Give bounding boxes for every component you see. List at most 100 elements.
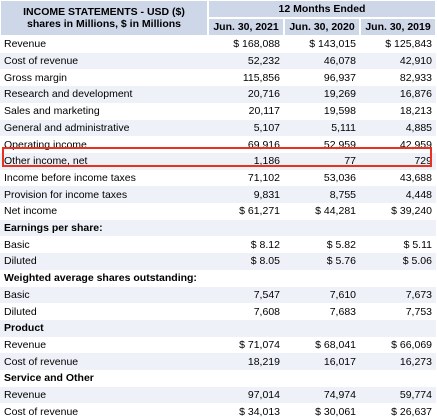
label-cell: Sales and marketing [4, 105, 100, 118]
value-cell: 7,683 [329, 305, 356, 318]
label-cell: Income before income taxes [4, 171, 136, 184]
table-row: Income before income taxes 71,102 53,036 43… [0, 170, 436, 187]
value-cell: $ 8.05 [250, 255, 280, 268]
value-cell: 20,117 [248, 105, 280, 118]
value-cell: $ 66,069 [391, 338, 432, 351]
label-cell: Gross margin [4, 71, 68, 84]
table-row: Net income $ 61,271 $ 44,281 $ 39,240 [0, 203, 436, 220]
table-row: Revenue $ 168,088 $ 143,015 $ 125,843 [0, 36, 436, 53]
value-cell: 46,078 [323, 55, 356, 68]
table-row: Revenue $ 71,074 $ 68,041 $ 66,069 [0, 337, 436, 354]
value-cell: 77 [344, 155, 356, 168]
label-cell: Earnings per share: [4, 222, 103, 235]
value-cell: $ 44,281 [315, 205, 356, 218]
value-cell: $ 5.11 [403, 238, 432, 251]
value-cell: 74,974 [323, 389, 356, 402]
value-cell: $ 34,013 [239, 405, 280, 418]
label-cell: Diluted [4, 305, 37, 318]
value-cell: 7,608 [253, 305, 280, 318]
value-cell: 18,219 [247, 355, 280, 368]
label-cell: Product [4, 322, 44, 335]
highlight-box [2, 147, 432, 167]
value-cell: 97,014 [247, 389, 280, 402]
value-cell: 52,232 [247, 55, 280, 68]
value-cell: 16,876 [399, 88, 432, 101]
value-cell: 19,598 [323, 105, 356, 118]
value-cell: $ 26,637 [391, 405, 432, 418]
value-cell: 7,547 [253, 288, 280, 301]
value-cell: 8,755 [329, 188, 356, 201]
label-cell: Cost of revenue [4, 55, 79, 68]
table-row: Research and development 20,716 19,269 16,8… [0, 86, 436, 103]
label-cell: General and administrative [4, 121, 130, 134]
value-cell: 1,186 [253, 155, 280, 168]
value-cell: 5,111 [331, 121, 356, 134]
label-cell: Diluted [4, 255, 37, 268]
value-cell: 16,273 [399, 355, 432, 368]
value-cell: 7,753 [405, 305, 432, 318]
table-row: Sales and marketing 20,117 19,598 18,213 [0, 103, 436, 120]
value-cell: 42,910 [399, 55, 432, 68]
label-cell: Revenue [4, 389, 47, 402]
value-cell: 4,885 [405, 121, 432, 134]
label-cell: Service and Other [4, 372, 94, 385]
table-row: Cost of revenue 18,219 16,017 16,273 [0, 353, 436, 370]
value-cell: $ 68,041 [315, 338, 356, 351]
value-cell: 7,673 [405, 288, 432, 301]
label-cell: Revenue [4, 38, 47, 51]
table-row: Cost of revenue $ 34,013 $ 30,061 $ 26,637 [0, 403, 436, 420]
value-cell: 96,937 [323, 71, 356, 84]
table-row: Revenue 97,014 74,974 59,774 [0, 386, 436, 404]
table-title: INCOME STATEMENTS - USD ($) shares in Mi… [0, 0, 208, 36]
table-row: Gross margin 115,856 96,937 82,933 [0, 69, 436, 86]
table-row: Basic 7,547 7,610 7,673 [0, 286, 436, 304]
label-cell: Cost of revenue [4, 405, 79, 418]
section-row: Product [0, 319, 436, 337]
label-cell: Revenue [4, 338, 47, 351]
value-cell: $ 71,074 [239, 338, 280, 351]
section-row: Service and Other [0, 370, 436, 387]
value-cell: $ 5.06 [402, 255, 432, 268]
value-cell: 59,774 [399, 389, 432, 402]
label-cell: Cost of revenue [4, 355, 79, 368]
value-cell: 4,448 [405, 188, 432, 201]
value-cell: 82,933 [399, 71, 432, 84]
column-header: Jun. 30, 2021 [208, 18, 284, 36]
value-cell: 9,831 [253, 188, 280, 201]
table-row: Basic $ 8.12 $ 5.82 $ 5.11 [0, 236, 436, 253]
value-cell: $ 143,015 [309, 38, 356, 51]
value-cell: 7,610 [329, 288, 356, 301]
value-cell: $ 61,271 [239, 205, 280, 218]
label-cell: Other income, net [4, 155, 88, 168]
section-row: Earnings per share: [0, 219, 436, 237]
table-row: General and administrative 5,107 5,111 4,88… [0, 119, 436, 137]
value-cell: $ 5.76 [326, 255, 356, 268]
column-header: Jun. 30, 2020 [284, 18, 360, 36]
value-cell: 729 [414, 155, 432, 168]
section-row: Weighted average shares outstanding: [0, 270, 436, 287]
title-line: shares in Millions, $ in Millions [26, 18, 182, 30]
value-cell: $ 168,088 [233, 38, 280, 51]
value-cell: 16,017 [323, 355, 356, 368]
value-cell: 71,102 [247, 171, 280, 184]
title-line: INCOME STATEMENTS - USD ($) [23, 6, 185, 18]
value-cell: 43,688 [399, 171, 432, 184]
value-cell: 5,107 [253, 121, 280, 134]
column-header: Jun. 30, 2019 [360, 18, 436, 36]
value-cell: 19,269 [323, 88, 356, 101]
value-cell: $ 8.12 [250, 238, 280, 251]
value-cell: 20,716 [247, 88, 280, 101]
value-cell: $ 125,843 [385, 38, 432, 51]
value-cell: $ 30,061 [315, 405, 356, 418]
value-cell: 115,856 [242, 71, 280, 84]
value-cell: 53,036 [323, 171, 356, 184]
table-row: Provision for income taxes 9,831 8,755 4,44… [0, 186, 436, 203]
label-cell: Weighted average shares outstanding: [4, 272, 197, 285]
value-cell: $ 39,240 [391, 205, 432, 218]
label-cell: Net income [4, 205, 58, 218]
table-row: Diluted 7,608 7,683 7,753 [0, 303, 436, 320]
label-cell: Provision for income taxes [4, 188, 128, 201]
period-header: 12 Months Ended [208, 0, 436, 18]
label-cell: Basic [4, 288, 30, 301]
